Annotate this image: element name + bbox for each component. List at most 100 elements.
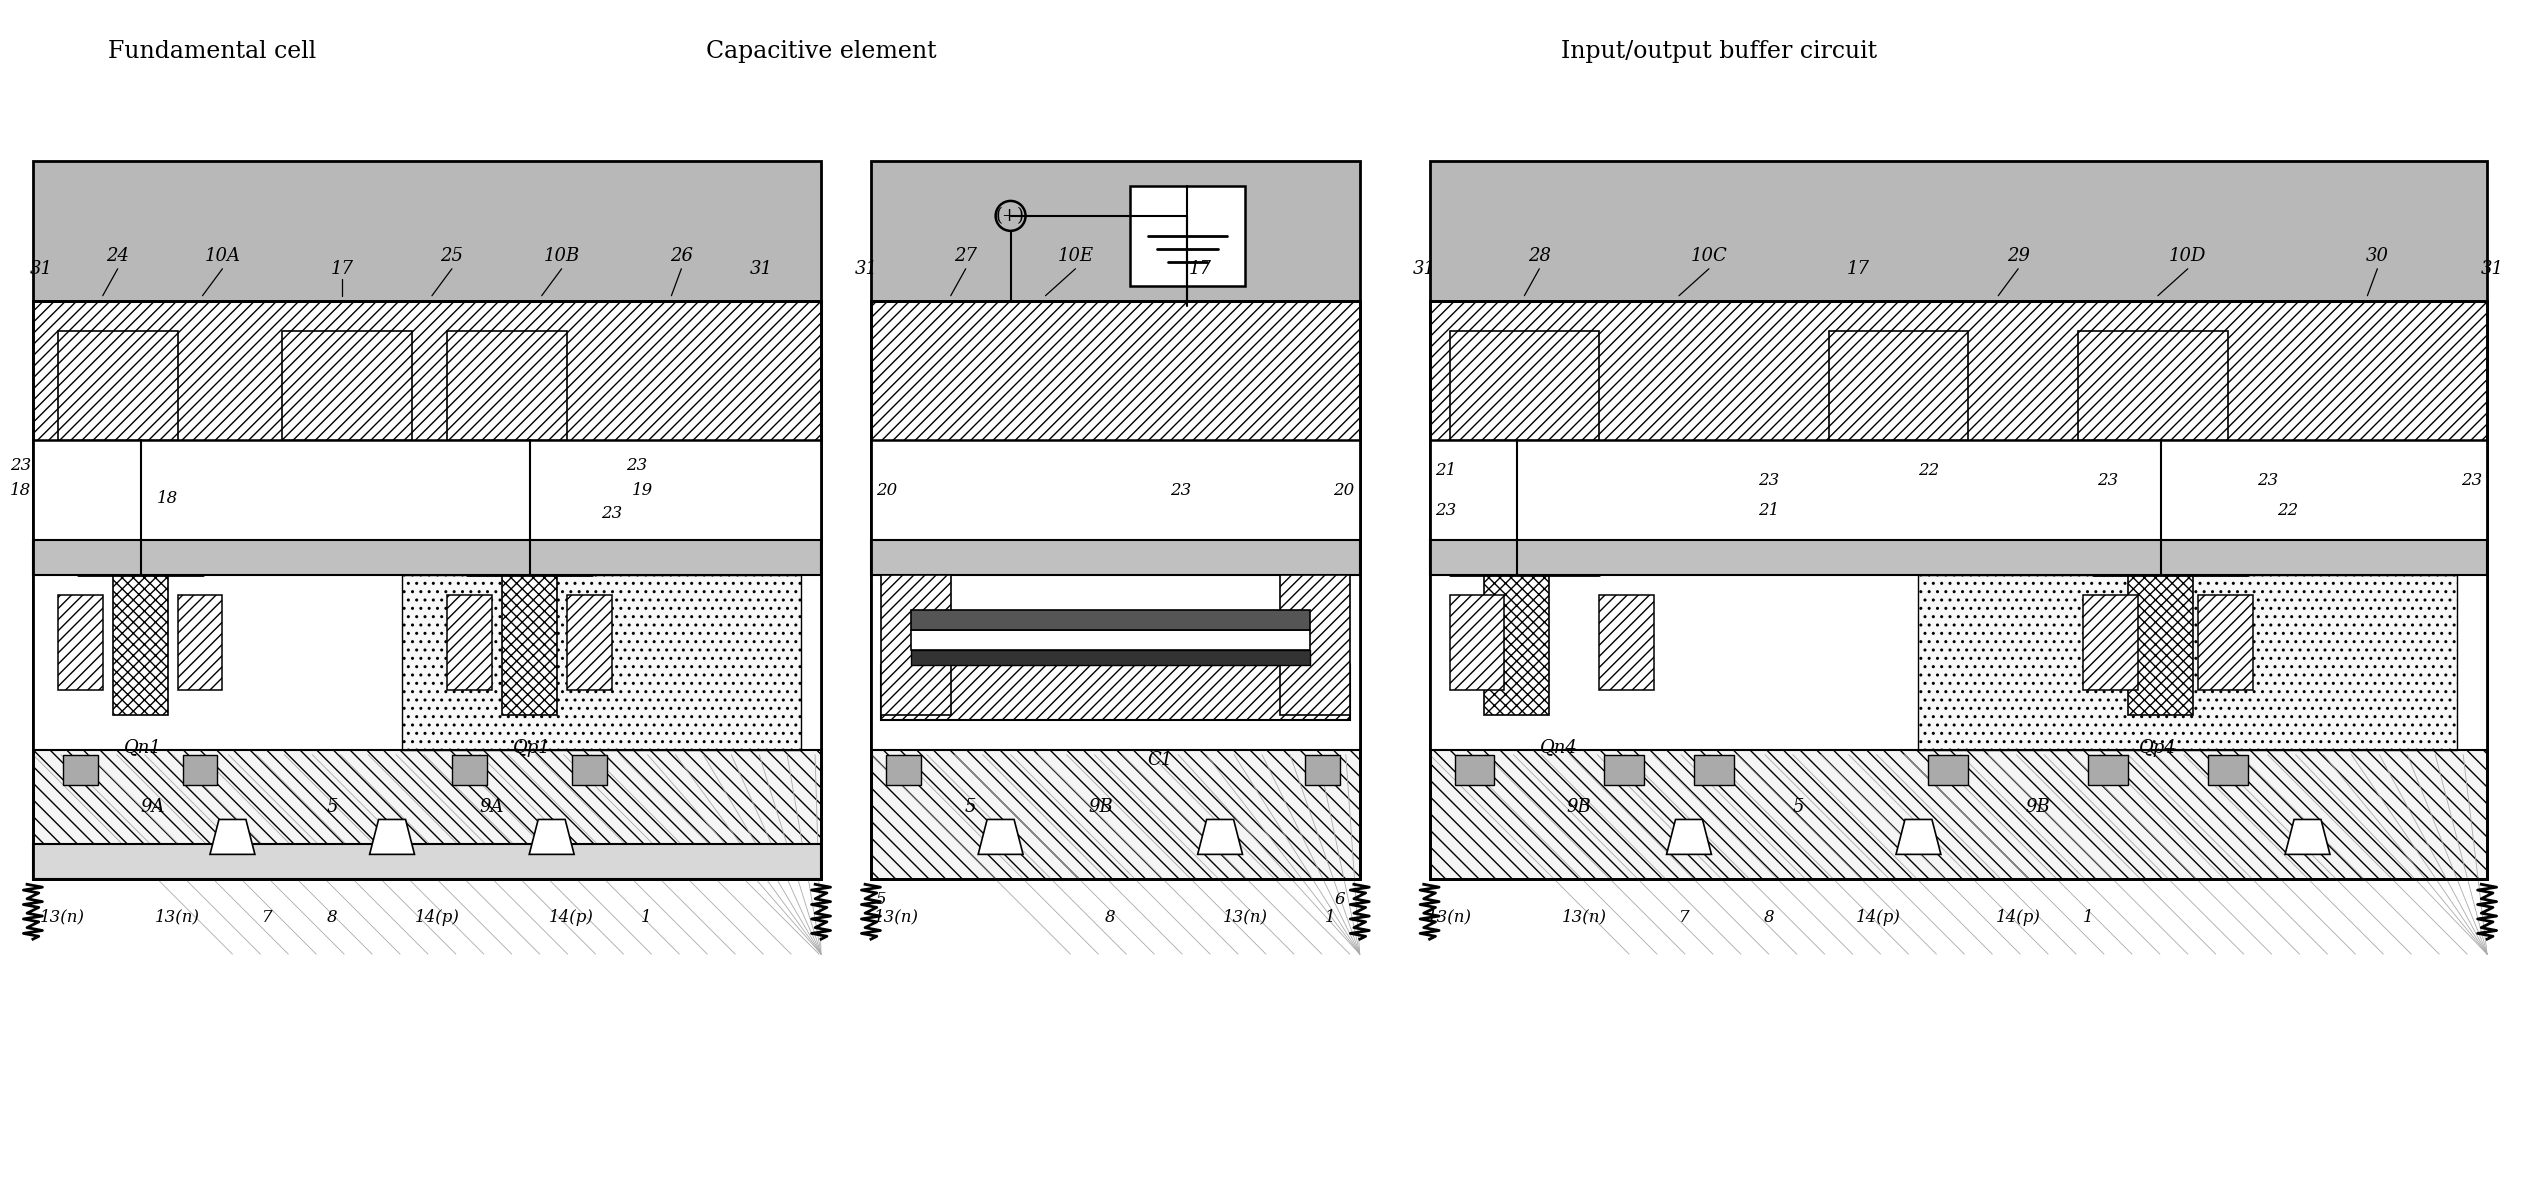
Text: 18: 18 — [156, 489, 179, 507]
Text: 7: 7 — [1678, 909, 1689, 926]
Text: 13(n): 13(n) — [154, 909, 199, 926]
Text: 23: 23 — [1759, 472, 1779, 489]
Text: 23: 23 — [601, 505, 623, 521]
Bar — [182, 755, 217, 784]
Polygon shape — [530, 819, 573, 855]
Bar — [570, 755, 606, 784]
Text: 31: 31 — [856, 259, 878, 278]
Text: 7: 7 — [262, 909, 273, 926]
Text: 26: 26 — [669, 246, 694, 265]
Text: 31: 31 — [750, 259, 772, 278]
Bar — [1830, 330, 1969, 440]
Bar — [2208, 755, 2249, 784]
Text: Qp1: Qp1 — [512, 738, 550, 757]
Text: 10D: 10D — [2168, 246, 2206, 265]
Text: 22: 22 — [1918, 462, 1938, 479]
Bar — [58, 595, 103, 690]
Text: 23: 23 — [10, 456, 30, 474]
Bar — [1429, 301, 2486, 880]
Text: Qp4: Qp4 — [2138, 738, 2176, 757]
Bar — [33, 301, 820, 880]
Text: 14(p): 14(p) — [1855, 909, 1901, 926]
Text: 1: 1 — [641, 909, 651, 926]
Text: 17: 17 — [331, 259, 353, 278]
Text: 23: 23 — [1169, 482, 1191, 499]
Text: 8: 8 — [1106, 909, 1116, 926]
Bar — [33, 301, 820, 440]
Polygon shape — [369, 819, 414, 855]
Text: 23: 23 — [2256, 472, 2279, 489]
Bar — [1449, 330, 1600, 440]
Bar — [871, 301, 1360, 440]
Text: 9B: 9B — [1567, 798, 1593, 817]
Bar — [502, 575, 558, 714]
Text: Fundamental cell: Fundamental cell — [109, 40, 316, 62]
Bar — [881, 575, 952, 714]
Bar — [911, 650, 1310, 665]
Text: 20: 20 — [1333, 482, 1355, 499]
Text: 13(n): 13(n) — [1562, 909, 1608, 926]
Text: 10E: 10E — [1058, 246, 1093, 265]
Text: 9A: 9A — [141, 798, 164, 817]
Bar — [177, 595, 222, 690]
Text: Input/output buffer circuit: Input/output buffer circuit — [1560, 40, 1878, 62]
Text: 13(n): 13(n) — [873, 909, 919, 926]
Bar — [2128, 575, 2193, 714]
Bar — [1429, 301, 2486, 750]
Bar — [1429, 162, 2486, 301]
Text: 5: 5 — [876, 891, 886, 908]
Text: 10A: 10A — [204, 246, 240, 265]
Text: 19: 19 — [631, 482, 654, 499]
Polygon shape — [1666, 819, 1711, 855]
Text: Qn1: Qn1 — [124, 738, 162, 757]
Bar — [1928, 755, 1969, 784]
Polygon shape — [209, 819, 255, 855]
Bar — [881, 665, 1350, 719]
Text: 6: 6 — [1335, 891, 1345, 908]
Text: 22: 22 — [2277, 502, 2299, 519]
Bar — [911, 610, 1310, 630]
Bar — [33, 301, 820, 750]
Bar — [1449, 595, 1504, 690]
Text: 5: 5 — [964, 798, 977, 817]
Bar — [33, 844, 820, 880]
Text: 13(n): 13(n) — [1222, 909, 1267, 926]
Text: 14(p): 14(p) — [1996, 909, 2039, 926]
Polygon shape — [2284, 819, 2330, 855]
Text: 21: 21 — [1759, 502, 1779, 519]
Bar — [63, 755, 98, 784]
Bar — [1305, 755, 1340, 784]
Bar — [886, 755, 921, 784]
Bar — [447, 595, 492, 690]
Text: 31: 31 — [2481, 259, 2504, 278]
Bar — [1454, 755, 1494, 784]
Bar — [2087, 755, 2128, 784]
Bar — [33, 162, 820, 301]
Bar — [911, 630, 1310, 650]
Bar — [283, 330, 411, 440]
Text: 24: 24 — [106, 246, 129, 265]
Bar — [568, 595, 611, 690]
Text: 9A: 9A — [480, 798, 505, 817]
Text: 1: 1 — [2082, 909, 2092, 926]
Text: 23: 23 — [1434, 502, 1456, 519]
Bar — [1605, 755, 1643, 784]
Text: 23: 23 — [626, 456, 649, 474]
Bar — [1600, 595, 1653, 690]
Bar — [2082, 595, 2138, 690]
Text: 5: 5 — [326, 798, 338, 817]
Text: 31: 31 — [30, 259, 53, 278]
Text: 23: 23 — [2097, 472, 2118, 489]
Text: 23: 23 — [2461, 472, 2481, 489]
Bar — [871, 162, 1360, 301]
Bar — [871, 301, 1360, 750]
Text: 14(p): 14(p) — [414, 909, 459, 926]
Bar — [58, 330, 177, 440]
Text: 13(n): 13(n) — [1426, 909, 1471, 926]
Text: 17: 17 — [1189, 259, 1212, 278]
Text: 14(p): 14(p) — [550, 909, 593, 926]
Text: 17: 17 — [1848, 259, 1870, 278]
Text: 9B: 9B — [1088, 798, 1113, 817]
Bar — [33, 301, 820, 880]
Text: 25: 25 — [439, 246, 464, 265]
